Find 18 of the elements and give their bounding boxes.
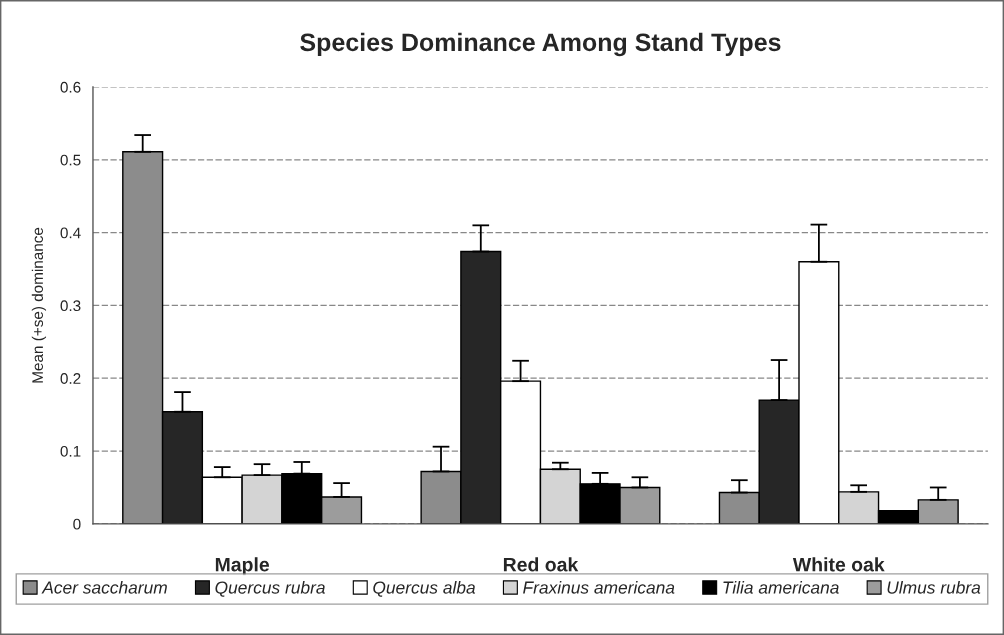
legend-label: Quercus rubra [215, 580, 325, 597]
y-axis-title: Mean (+se) dominance [31, 227, 47, 383]
y-tick-label: 0.5 [60, 154, 81, 166]
x-tick-label: Red oak [503, 557, 579, 572]
y-tick-label: 0.6 [60, 81, 81, 93]
legend-label: Fraxinus americana [523, 580, 675, 594]
x-tick-label: Maple [215, 557, 270, 576]
y-tick-label: 0.4 [60, 227, 81, 239]
legend-label: Acer saccharum [41, 580, 167, 594]
x-tick-label: White oak [792, 557, 885, 572]
legend-label: Ulmus rubra [887, 580, 981, 594]
legend-label: Quercus alba [373, 580, 476, 597]
y-tick-label: 0 [73, 518, 81, 530]
y-tick-label: 0.3 [60, 300, 81, 312]
y-tick-label: 0.2 [60, 373, 81, 384]
legend-label: Tilia americana [723, 580, 839, 594]
chart-title: Species Dominance Among Stand Types [300, 32, 781, 57]
y-tick-label: 0.1 [60, 445, 81, 457]
